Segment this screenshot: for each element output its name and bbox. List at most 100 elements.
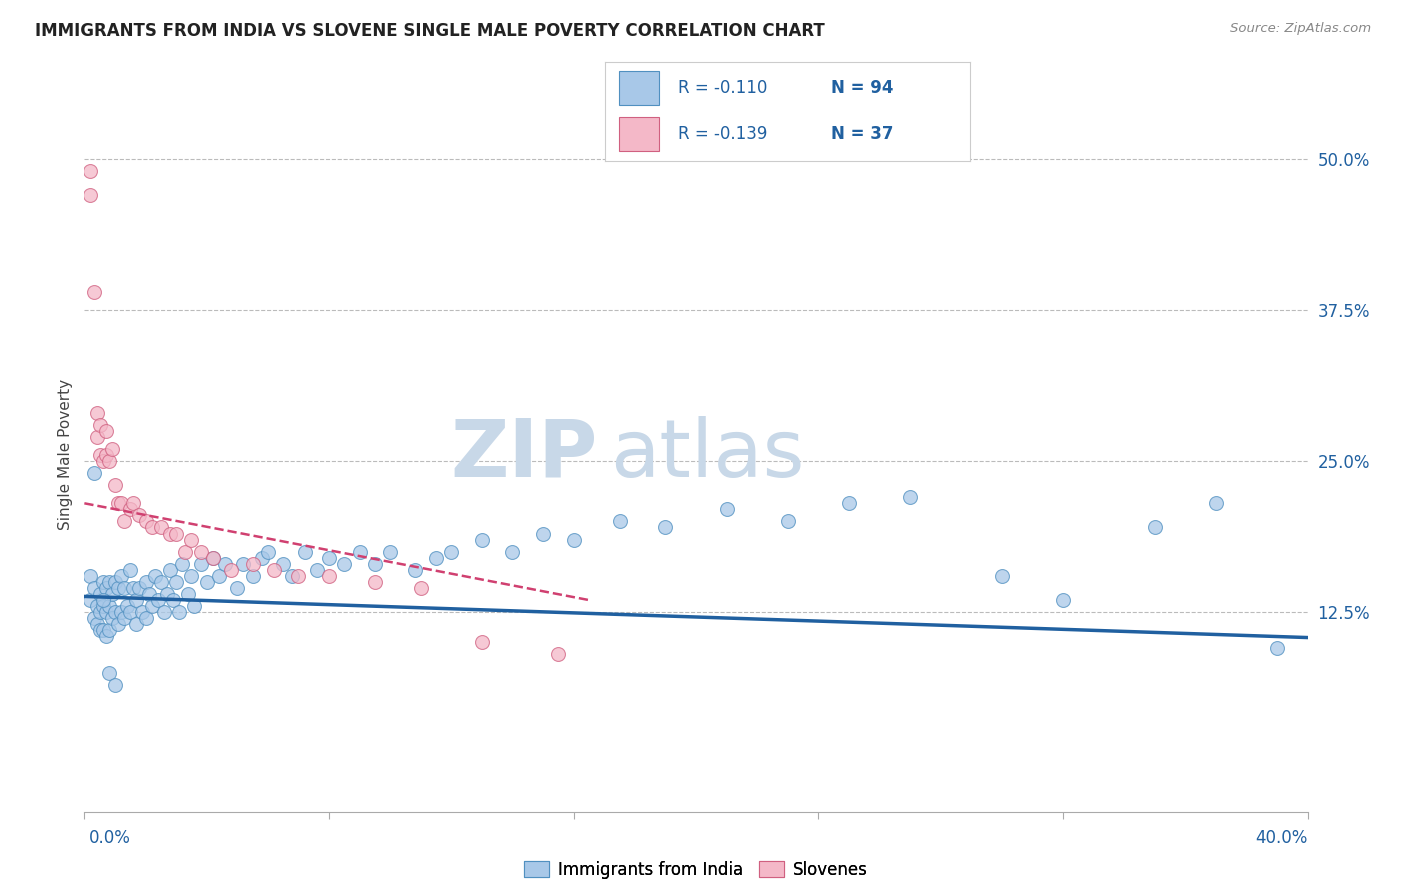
Point xyxy=(79,163,101,178)
Point xyxy=(156,587,179,601)
Point xyxy=(125,617,148,632)
Point xyxy=(107,617,129,632)
Point xyxy=(86,406,108,420)
Point xyxy=(83,466,105,480)
Text: ZIP: ZIP xyxy=(451,416,598,494)
Point xyxy=(318,569,340,583)
Point xyxy=(141,599,163,613)
Legend: Immigrants from India, Slovenes: Immigrants from India, Slovenes xyxy=(517,855,875,886)
Point xyxy=(141,520,163,534)
Point xyxy=(1143,520,1166,534)
Point xyxy=(128,581,150,595)
Point xyxy=(97,574,120,589)
Point xyxy=(104,678,127,692)
Point xyxy=(318,550,340,565)
Point xyxy=(86,599,108,613)
Point xyxy=(333,557,356,571)
Point xyxy=(991,569,1014,583)
Point xyxy=(135,574,157,589)
Point xyxy=(89,587,111,601)
Point xyxy=(135,611,157,625)
Point xyxy=(91,454,114,468)
Point xyxy=(143,569,166,583)
Point xyxy=(242,557,264,571)
Point xyxy=(242,569,264,583)
Point xyxy=(89,417,111,432)
Point xyxy=(89,448,111,462)
Point xyxy=(271,557,294,571)
Point xyxy=(120,605,142,619)
Point xyxy=(153,605,176,619)
Point xyxy=(135,515,157,529)
Point xyxy=(409,581,432,595)
Point xyxy=(1265,641,1288,656)
Point xyxy=(177,587,200,601)
Point xyxy=(120,502,142,516)
Point xyxy=(138,587,160,601)
Point xyxy=(120,563,142,577)
Point xyxy=(115,599,138,613)
Point xyxy=(471,635,494,649)
Point xyxy=(122,581,145,595)
Point xyxy=(107,581,129,595)
Point xyxy=(219,563,242,577)
Point xyxy=(112,611,135,625)
Point xyxy=(91,593,114,607)
Point xyxy=(226,581,249,595)
Point xyxy=(190,557,212,571)
Point xyxy=(91,574,114,589)
Point xyxy=(201,550,224,565)
Point xyxy=(349,544,371,558)
Point xyxy=(195,574,218,589)
Point xyxy=(104,605,127,619)
Point xyxy=(94,448,117,462)
Point xyxy=(502,544,524,558)
Point xyxy=(149,520,172,534)
Point xyxy=(531,526,554,541)
Point xyxy=(101,587,124,601)
Text: IMMIGRANTS FROM INDIA VS SLOVENE SINGLE MALE POVERTY CORRELATION CHART: IMMIGRANTS FROM INDIA VS SLOVENE SINGLE … xyxy=(35,22,825,40)
Point xyxy=(110,605,132,619)
Point xyxy=(165,574,187,589)
Point xyxy=(83,611,105,625)
Point xyxy=(91,624,114,638)
Point xyxy=(898,490,921,504)
Point xyxy=(131,605,153,619)
Point xyxy=(232,557,254,571)
Point xyxy=(364,557,387,571)
Point xyxy=(107,496,129,510)
Text: R = -0.110: R = -0.110 xyxy=(678,79,768,97)
Point xyxy=(97,624,120,638)
Point xyxy=(174,544,197,558)
Point xyxy=(94,605,117,619)
Point xyxy=(86,617,108,632)
Point xyxy=(716,502,738,516)
Point xyxy=(776,515,799,529)
Y-axis label: Single Male Poverty: Single Male Poverty xyxy=(58,379,73,531)
Point xyxy=(97,454,120,468)
Text: R = -0.139: R = -0.139 xyxy=(678,125,768,143)
Text: Source: ZipAtlas.com: Source: ZipAtlas.com xyxy=(1230,22,1371,36)
Point xyxy=(281,569,304,583)
Point xyxy=(110,496,132,510)
Point xyxy=(97,599,120,613)
Point xyxy=(214,557,236,571)
Point xyxy=(89,605,111,619)
Point xyxy=(79,187,101,202)
Point xyxy=(165,526,187,541)
Point xyxy=(547,648,569,662)
Point xyxy=(83,581,105,595)
Point xyxy=(440,544,463,558)
Point xyxy=(162,593,184,607)
Point xyxy=(83,285,105,299)
Point xyxy=(91,599,114,613)
Point xyxy=(94,581,117,595)
Point xyxy=(287,569,309,583)
Point xyxy=(838,496,860,510)
Point xyxy=(104,574,127,589)
Point xyxy=(101,442,124,456)
Point xyxy=(404,563,426,577)
Point xyxy=(89,624,111,638)
Point xyxy=(208,569,231,583)
Point xyxy=(128,508,150,523)
